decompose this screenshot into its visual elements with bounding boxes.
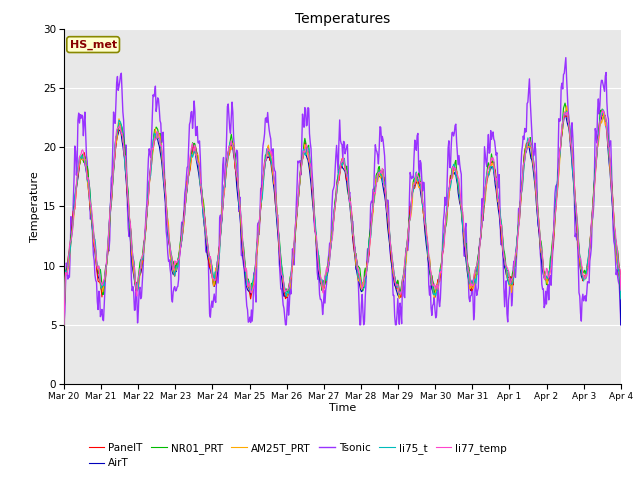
AM25T_PRT [70, 211, 78, 217]
AirT [426, 273, 434, 278]
li77_temp [617, 287, 625, 293]
Line: li77_temp: li77_temp [64, 110, 621, 325]
Line: PanelT: PanelT [64, 112, 621, 325]
NR01_PRT [60, 322, 68, 328]
Text: HS_met: HS_met [70, 39, 116, 50]
NR01_PRT [617, 294, 625, 300]
AirT [410, 183, 418, 189]
li75_t [127, 241, 135, 247]
li75_t [599, 107, 607, 113]
PanelT [214, 260, 221, 266]
Line: Tsonic: Tsonic [64, 58, 621, 325]
X-axis label: Time: Time [329, 403, 356, 413]
li77_temp [60, 322, 68, 328]
AM25T_PRT [184, 176, 192, 182]
NR01_PRT [70, 205, 78, 211]
PanelT [70, 209, 78, 215]
Tsonic [184, 163, 192, 169]
NR01_PRT [184, 178, 192, 183]
li75_t [184, 179, 192, 184]
AirT [214, 270, 221, 276]
li75_t [426, 268, 434, 274]
NR01_PRT [426, 272, 434, 278]
Tsonic [214, 259, 221, 265]
PanelT [127, 240, 135, 246]
Tsonic [60, 322, 68, 328]
AM25T_PRT [127, 247, 135, 253]
li75_t [70, 206, 78, 212]
PanelT [617, 292, 625, 298]
li75_t [617, 296, 625, 302]
AirT [70, 204, 78, 210]
AirT [184, 177, 192, 183]
li77_temp [214, 264, 221, 269]
Tsonic [127, 277, 135, 283]
AM25T_PRT [410, 181, 418, 187]
li77_temp [598, 107, 606, 113]
PanelT [410, 186, 418, 192]
Legend: PanelT, AirT, NR01_PRT, AM25T_PRT, Tsonic, li75_t, li77_temp: PanelT, AirT, NR01_PRT, AM25T_PRT, Tsoni… [84, 439, 511, 472]
NR01_PRT [214, 268, 221, 274]
li75_t [60, 322, 68, 328]
NR01_PRT [410, 176, 418, 182]
PanelT [599, 109, 607, 115]
Line: li75_t: li75_t [64, 110, 621, 325]
Tsonic [562, 55, 570, 60]
PanelT [60, 322, 68, 328]
Tsonic [410, 154, 418, 160]
li75_t [214, 259, 221, 264]
li75_t [410, 182, 418, 188]
li77_temp [184, 177, 192, 183]
AirT [127, 252, 135, 258]
AM25T_PRT [563, 103, 570, 109]
li77_temp [410, 181, 418, 187]
Tsonic [617, 322, 625, 328]
PanelT [426, 264, 434, 270]
Y-axis label: Temperature: Temperature [30, 171, 40, 242]
NR01_PRT [127, 232, 135, 238]
AM25T_PRT [214, 264, 221, 269]
AirT [60, 322, 68, 328]
Line: NR01_PRT: NR01_PRT [64, 103, 621, 325]
Tsonic [426, 283, 434, 289]
Title: Temperatures: Temperatures [295, 12, 390, 26]
AirT [617, 322, 625, 328]
NR01_PRT [561, 100, 569, 106]
li77_temp [426, 267, 434, 273]
PanelT [184, 175, 192, 181]
Tsonic [70, 175, 78, 180]
AM25T_PRT [60, 322, 68, 328]
li77_temp [127, 238, 135, 244]
AM25T_PRT [426, 265, 434, 271]
AirT [598, 111, 606, 117]
AM25T_PRT [617, 291, 625, 297]
Line: AM25T_PRT: AM25T_PRT [64, 106, 621, 325]
li77_temp [70, 207, 78, 213]
Line: AirT: AirT [64, 114, 621, 325]
